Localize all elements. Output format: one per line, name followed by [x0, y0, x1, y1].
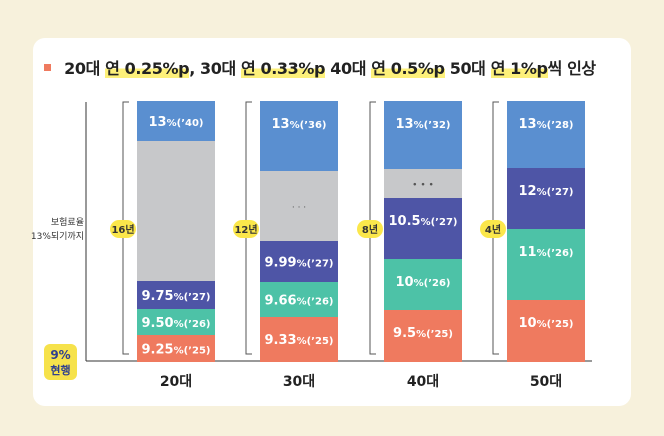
segment-label: 9.66%(’26)	[265, 294, 334, 309]
bar-segment	[384, 101, 462, 169]
segment-year: %(’27)	[174, 292, 211, 303]
segment-year: %(’26)	[297, 297, 334, 308]
segment-year: %(’26)	[414, 278, 451, 289]
segment-pct: 10	[396, 275, 414, 290]
segment-year: %(’27)	[537, 187, 574, 198]
years-badge-text: 4년	[485, 223, 501, 236]
segment-year: %(’40)	[167, 118, 204, 129]
segment-pct: 9.33	[265, 333, 297, 348]
y-axis-label-1: 보험료율	[51, 217, 84, 228]
bar-segment	[260, 101, 338, 171]
segment-pct: 10.5	[389, 214, 421, 229]
segment-label: 12%(’27)	[519, 184, 574, 199]
segment-pct: 13	[396, 117, 414, 132]
segment-label: 13%(’36)	[272, 117, 327, 132]
category-label: 50대	[530, 374, 562, 390]
segment-label: 9.50%(’26)	[142, 316, 211, 331]
segment-pct: 9.75	[142, 289, 174, 304]
current-rate-value: 9%	[50, 348, 70, 362]
segment-year: %(’25)	[416, 329, 453, 340]
category-label: 20대	[160, 374, 192, 390]
category-label: 30대	[283, 374, 315, 390]
segment-label: 13%(’28)	[519, 117, 574, 132]
segment-year: %(’28)	[537, 120, 574, 131]
segment-year: %(’27)	[421, 217, 458, 228]
years-badge-text: 8년	[362, 223, 378, 236]
years-badge-text: 12년	[234, 223, 257, 236]
bar-segment	[507, 229, 585, 300]
segment-pct: 11	[519, 245, 537, 260]
bar-gap-segment	[137, 141, 215, 281]
segment-pct: 9.25	[142, 343, 174, 358]
segment-pct: 13	[519, 117, 537, 132]
segment-label: 9.75%(’27)	[142, 289, 211, 304]
segment-year: %(’27)	[297, 259, 334, 270]
segment-pct: 9.66	[265, 294, 297, 309]
segment-label: 10%(’25)	[519, 316, 574, 331]
bar-segment	[507, 101, 585, 168]
segment-year: %(’26)	[537, 248, 574, 259]
segment-year: %(’32)	[414, 120, 451, 131]
current-rate-label: 현행	[50, 363, 70, 377]
segment-pct: 12	[519, 184, 537, 199]
segment-label: 10.5%(’27)	[389, 214, 458, 229]
segment-label: 10%(’26)	[396, 275, 451, 290]
segment-label: 13%(’40)	[149, 115, 204, 130]
segment-label: 9.33%(’25)	[265, 333, 334, 348]
segment-year: %(’25)	[297, 336, 334, 347]
segment-pct: 13	[149, 115, 167, 130]
segment-label: 9.25%(’25)	[142, 343, 211, 358]
segment-pct: 9.50	[142, 316, 174, 331]
segment-pct: 9.99	[265, 256, 297, 271]
gap-dots: · · ·	[292, 203, 306, 213]
segment-pct: 9.5	[393, 326, 416, 341]
segment-year: %(’36)	[290, 120, 327, 131]
y-axis-label-2: 13%되기까지	[31, 231, 84, 242]
segment-label: 11%(’26)	[519, 245, 574, 260]
segment-year: %(’25)	[537, 319, 574, 330]
category-label: 40대	[407, 374, 439, 390]
segment-label: 9.5%(’25)	[393, 326, 453, 341]
segment-label: 9.99%(’27)	[265, 256, 334, 271]
segment-pct: 10	[519, 316, 537, 331]
segment-year: %(’25)	[174, 346, 211, 357]
segment-label: 13%(’32)	[396, 117, 451, 132]
gap-dots: • • •	[412, 181, 434, 191]
years-badge-text: 16년	[111, 223, 134, 236]
segment-year: %(’26)	[174, 319, 211, 330]
bar-segment	[507, 300, 585, 362]
segment-pct: 13	[272, 117, 290, 132]
